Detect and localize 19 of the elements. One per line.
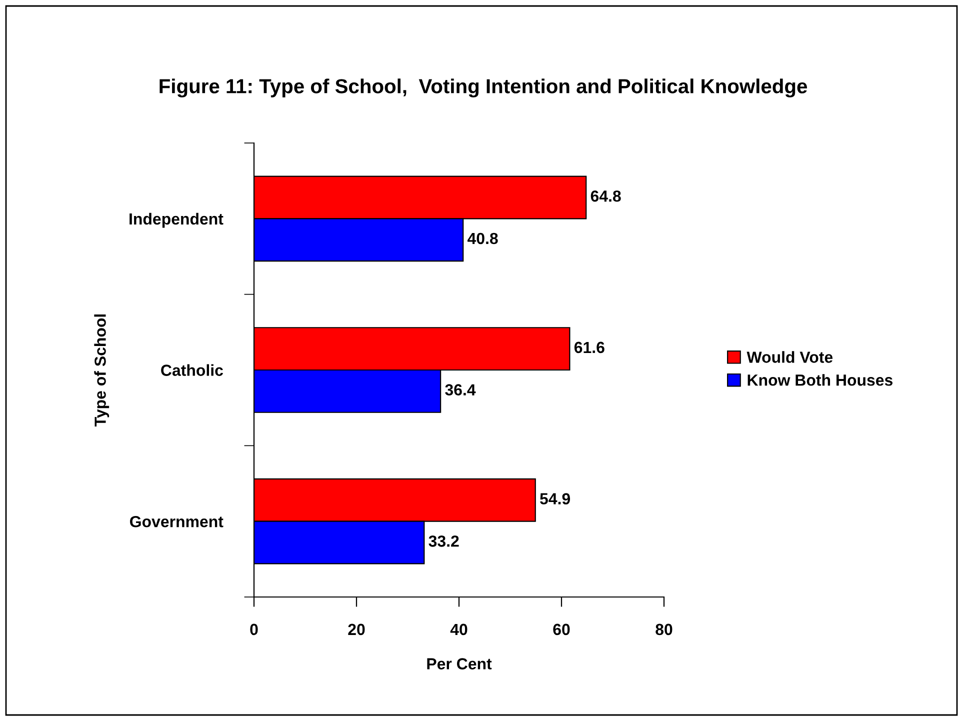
y-tick-label: Catholic	[161, 364, 223, 376]
data-label: 61.6	[574, 342, 604, 354]
data-label: 33.2	[428, 535, 459, 547]
x-tick-label: 20	[348, 624, 365, 636]
y-axis-title: Type of School	[94, 314, 110, 426]
x-tick-label: 40	[450, 624, 468, 636]
data-label: 36.4	[445, 384, 476, 396]
data-label: 54.9	[540, 493, 570, 504]
y-tick-label: Government	[130, 516, 224, 528]
legend-label: Know Both Houses	[748, 374, 892, 386]
x-axis-title: Per Cent	[427, 658, 492, 670]
y-tick-label: Independent	[130, 212, 224, 228]
legend-label: Would Vote	[746, 351, 833, 363]
x-tick-label: 0	[250, 624, 258, 636]
chart-title: Figure 11: Type of School, Voting Intention and Political Knowledge	[160, 78, 808, 98]
x-tick-label: 80	[656, 624, 672, 636]
data-label: 64.8	[590, 190, 621, 202]
x-tick-label: 60	[553, 624, 570, 636]
data-label: 40.8	[468, 232, 498, 244]
